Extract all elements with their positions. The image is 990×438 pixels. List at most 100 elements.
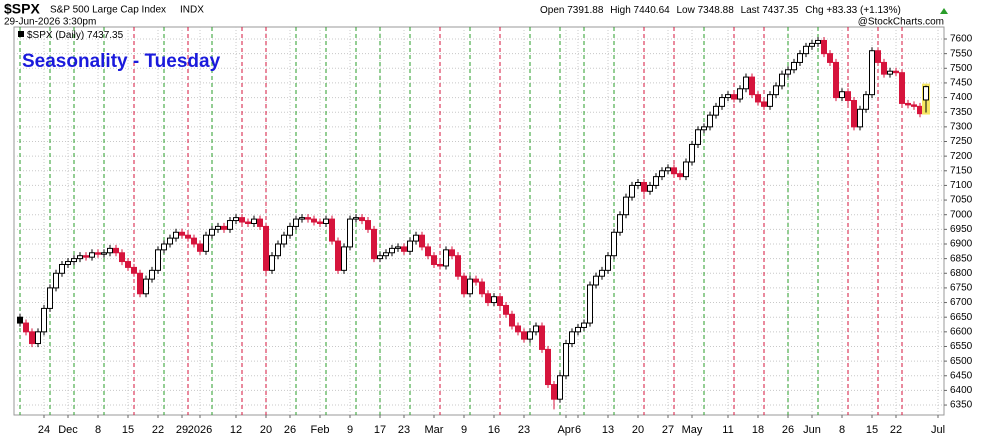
chg-value: +83.33 (826, 5, 857, 16)
candle-body (83, 255, 89, 258)
chg-pct: (+1.13%) (860, 5, 901, 16)
watermark: @StockCharts.com (858, 17, 944, 28)
x-tick-label: 11 (722, 424, 733, 436)
candle-body (719, 97, 725, 107)
candle-body (323, 218, 329, 224)
x-tick-label: Mar (425, 424, 444, 436)
candle-body (167, 237, 173, 245)
candle-body (563, 343, 569, 377)
last-label: Last (741, 5, 760, 16)
candle-body (551, 384, 557, 400)
candle-body (503, 304, 509, 315)
x-tick-label: 23 (518, 424, 530, 436)
last-value: 7437.35 (762, 5, 799, 16)
x-tick-label: 15 (122, 424, 134, 436)
y-tick-label: 6750 (950, 283, 973, 294)
candle-body (41, 307, 47, 333)
high-label: High (610, 5, 631, 16)
candle-body (647, 184, 653, 192)
x-tick-label: 27 (662, 424, 674, 436)
candle-body (185, 234, 191, 239)
x-tick-label: 26 (782, 424, 794, 436)
exchange: INDX (180, 5, 204, 16)
candle-body (209, 228, 215, 236)
candle-body (125, 261, 131, 268)
candle-body (809, 42, 815, 47)
x-tick-label: 22 (890, 424, 902, 436)
candle-body (47, 287, 53, 309)
candle-body (677, 173, 683, 178)
legend-text: $SPX (Daily) 7437.35 (27, 30, 124, 41)
candle-body (665, 167, 671, 172)
candle-body (269, 255, 275, 271)
candle-body (773, 85, 779, 96)
y-tick-label: 6700 (950, 297, 973, 308)
candle-body (803, 45, 809, 55)
candle-body (143, 278, 149, 295)
y-tick-label: 7150 (950, 165, 973, 176)
y-tick-label: 6550 (950, 341, 973, 352)
y-tick-label: 7050 (950, 195, 973, 206)
y-tick-label: 7250 (950, 136, 973, 147)
candle-body (887, 70, 893, 75)
x-tick-label: 12 (230, 424, 242, 436)
x-tick-label: Feb (311, 424, 330, 436)
candle-body (101, 252, 107, 255)
legend-name: $SPX (Daily) (27, 30, 84, 41)
candle-body (191, 237, 197, 245)
candle-body (365, 220, 371, 230)
x-tick-label: 17 (374, 424, 386, 436)
candle-body (71, 258, 77, 263)
candle-body (593, 275, 599, 286)
candle-body (413, 234, 419, 242)
y-tick-label: 7200 (950, 151, 973, 162)
candle-body (821, 39, 827, 55)
y-tick-label: 6950 (950, 224, 973, 235)
candle-body (359, 217, 365, 222)
y-tick-label: 7100 (950, 180, 973, 191)
quote-line: Open 7391.88 High 7440.64 Low 7348.88 La… (540, 5, 901, 16)
candle-body (65, 261, 71, 265)
candle-body (737, 88, 743, 100)
candle-body (827, 53, 833, 63)
candle-body (863, 94, 869, 110)
candle-body (305, 217, 311, 220)
candle-body (299, 217, 305, 220)
y-tick-label: 6800 (950, 268, 973, 279)
candle-body (611, 231, 617, 257)
chart-title: Seasonality - Tuesday (22, 51, 221, 72)
candle-body (203, 234, 209, 252)
y-tick-label: 6350 (950, 400, 973, 411)
candle-body (833, 61, 839, 99)
candle-body (383, 252, 389, 257)
x-tick-label: 24 (38, 424, 50, 436)
candle-body (581, 322, 587, 328)
tuesday-lines (19, 27, 903, 415)
candle-body (617, 214, 623, 233)
candle-body (401, 246, 407, 252)
candle-body (569, 331, 575, 345)
y-tick-label: 7300 (950, 121, 973, 132)
candle-body (635, 181, 641, 186)
low-value: 7348.88 (698, 5, 735, 16)
candle-body (851, 100, 857, 128)
legend-swatch (18, 31, 24, 37)
candle-body (791, 61, 797, 71)
candle-body (461, 275, 467, 295)
chg-label: Chg (805, 5, 823, 16)
index-name: S&P 500 Large Cap Index (50, 5, 166, 16)
candle-body (131, 266, 137, 274)
candle-body (797, 53, 803, 63)
candle-body (173, 231, 179, 239)
candle-body (605, 255, 611, 271)
y-tick-label: 7450 (950, 78, 973, 89)
x-tick-label: May (682, 424, 703, 436)
candle-body (293, 218, 299, 227)
candle-body (467, 278, 473, 295)
x-tick-label: 23 (398, 424, 410, 436)
candle-body (629, 184, 635, 198)
x-tick-label: Apr (557, 424, 574, 436)
candle-body (659, 170, 665, 178)
candle-body (443, 249, 449, 267)
